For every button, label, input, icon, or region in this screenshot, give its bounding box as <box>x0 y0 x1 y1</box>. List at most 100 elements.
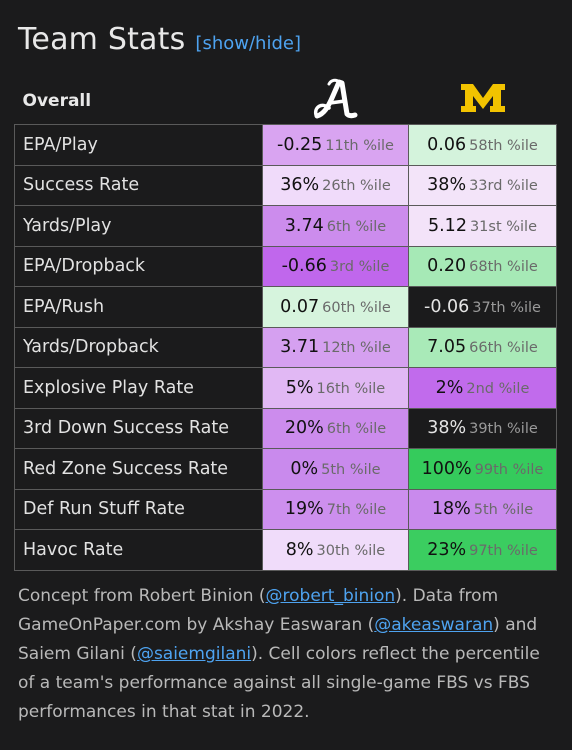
stat-cell-michigan: 38% 33rd %ile <box>408 164 557 206</box>
stat-cell-michigan: 0.20 68th %ile <box>408 245 557 287</box>
robert-binion-link[interactable]: @robert_binion <box>265 586 396 606</box>
stat-percentile: 66th %ile <box>469 340 538 357</box>
stat-percentile: 37th %ile <box>472 299 541 316</box>
stat-row: Yards/Play 3.74 6th %ile 5.12 31st %ile <box>14 205 557 246</box>
section-label: Overall <box>22 90 92 111</box>
stat-cell-michigan: 5.12 31st %ile <box>408 205 557 246</box>
stat-cell-michigan: 38% 39th %ile <box>408 407 557 449</box>
table-header-row: Overall <box>15 77 557 125</box>
stat-label: Def Run Stuff Rate <box>14 488 263 530</box>
stat-value: -0.25 <box>277 134 323 155</box>
stat-cell-alabama: 36% 26th %ile <box>262 164 409 206</box>
stat-percentile: 2nd %ile <box>466 380 530 397</box>
stat-label: Yards/Dropback <box>14 326 263 368</box>
footer-text-2: ). Data from GameOnPaper.com by Akshay E… <box>18 586 499 635</box>
stat-row: Havoc Rate 8% 30th %ile 23% 97th %ile <box>14 529 557 571</box>
stat-percentile: 16th %ile <box>316 380 386 397</box>
team-logo-alabama <box>263 77 409 125</box>
stat-value: 7.05 <box>427 337 467 358</box>
stat-percentile: 68th %ile <box>469 259 538 276</box>
stat-value: 5.12 <box>427 215 467 236</box>
stat-value: 38% <box>427 418 467 439</box>
stat-label: 3rd Down Success Rate <box>14 407 263 449</box>
stat-cell-alabama: -0.25 11th %ile <box>262 124 409 165</box>
show-hide-toggle[interactable]: [show/hide] <box>195 33 301 54</box>
stat-value: 8% <box>285 539 314 560</box>
stat-label: EPA/Rush <box>14 286 263 327</box>
stat-percentile: 5th %ile <box>321 461 381 478</box>
stat-label: EPA/Play <box>14 124 263 165</box>
stat-percentile: 31st %ile <box>469 218 538 235</box>
footer-text-3: ) and Saiem Gilani ( <box>18 615 538 664</box>
stat-percentile: 39th %ile <box>469 421 538 438</box>
stat-cell-alabama: 3.71 12th %ile <box>262 326 409 368</box>
akeaswaran-link[interactable]: @akeaswaran <box>374 615 494 635</box>
stat-percentile: 3rd %ile <box>329 259 390 276</box>
stat-percentile: 6th %ile <box>326 421 387 438</box>
stat-value: 20% <box>284 418 324 439</box>
stat-cell-alabama: 3.74 6th %ile <box>262 205 409 246</box>
stat-percentile: 11th %ile <box>325 137 394 154</box>
stat-row: Red Zone Success Rate 0% 5th %ile 100% 99th … <box>14 448 557 489</box>
stat-value: 19% <box>284 499 324 520</box>
stat-cell-alabama: 5% 16th %ile <box>262 367 409 408</box>
stat-value: 38% <box>427 175 467 196</box>
stat-percentile: 12th %ile <box>322 340 391 357</box>
saiemgilani-link[interactable]: @saiemgilani <box>136 644 252 664</box>
team-logo-michigan <box>409 77 557 125</box>
stat-value: -0.06 <box>424 296 470 317</box>
stat-percentile: 33rd %ile <box>469 178 538 195</box>
stat-percentile: 7th %ile <box>326 502 387 519</box>
stat-row: Yards/Dropback 3.71 12th %ile 7.05 66th %ile <box>14 326 557 368</box>
stat-cell-michigan: -0.06 37th %ile <box>408 286 557 327</box>
stat-cell-michigan: 23% 97th %ile <box>408 529 557 571</box>
stat-cell-michigan: 18% 5th %ile <box>408 488 557 530</box>
stat-cell-alabama: 8% 30th %ile <box>262 529 409 571</box>
stat-cell-alabama: 0% 5th %ile <box>262 448 409 489</box>
stat-value: 3.74 <box>284 215 324 236</box>
stat-row: Success Rate 36% 26th %ile 38% 33rd %ile <box>14 164 557 206</box>
stat-cell-alabama: 20% 6th %ile <box>262 407 409 449</box>
stat-label: EPA/Dropback <box>14 245 263 287</box>
stat-percentile: 60th %ile <box>322 299 391 316</box>
stat-value: -0.66 <box>281 256 327 277</box>
stat-row: 3rd Down Success Rate 20% 6th %ile 38% 39th … <box>14 407 557 449</box>
stat-cell-alabama: 0.07 60th %ile <box>262 286 409 327</box>
stat-value: 5% <box>285 377 314 398</box>
stat-row: Def Run Stuff Rate 19% 7th %ile 18% 5th %ile <box>14 488 557 530</box>
footer-text-4: ). Cell colors reflect the percentile of… <box>18 644 540 722</box>
stat-value: 36% <box>280 175 320 196</box>
stat-cell-michigan: 2% 2nd %ile <box>408 367 557 408</box>
michigan-block-m-icon <box>460 84 505 112</box>
page-title: Team Stats <box>18 22 186 57</box>
stat-value: 0.06 <box>427 134 467 155</box>
stat-label: Success Rate <box>14 164 263 206</box>
stat-row: Explosive Play Rate 5% 16th %ile 2% 2nd %ile <box>14 367 557 408</box>
stat-label: Red Zone Success Rate <box>14 448 263 489</box>
stat-cell-michigan: 7.05 66th %ile <box>408 326 557 368</box>
stat-label: Explosive Play Rate <box>14 367 263 408</box>
stat-percentile: 58th %ile <box>469 137 538 154</box>
stat-value: 0.07 <box>280 296 320 317</box>
footer-text-1: Concept from Robert Binion ( <box>18 586 266 606</box>
stat-value: 23% <box>427 539 467 560</box>
stat-cell-alabama: -0.66 3rd %ile <box>262 245 409 287</box>
stat-value: 18% <box>431 499 471 520</box>
stat-row: EPA/Dropback -0.66 3rd %ile 0.20 68th %ile <box>14 245 557 287</box>
alabama-script-a-icon <box>313 78 357 119</box>
title-row: Team Stats [show/hide] <box>18 22 301 62</box>
stat-cell-alabama: 19% 7th %ile <box>262 488 409 530</box>
footer-note: Concept from Robert Binion (@robert_bini… <box>18 582 558 727</box>
stat-value: 0% <box>290 458 319 479</box>
stat-percentile: 30th %ile <box>316 542 386 559</box>
stat-percentile: 99th %ile <box>474 461 544 478</box>
stat-value: 100% <box>421 458 472 479</box>
stat-cell-michigan: 0.06 58th %ile <box>408 124 557 165</box>
stat-percentile: 5th %ile <box>473 502 534 519</box>
stat-value: 0.20 <box>427 256 467 277</box>
team-stats-table: Overall EPA/Play -0.25 11th %ile 0.06 58th %… <box>14 77 557 571</box>
stat-value: 2% <box>435 377 464 398</box>
stat-percentile: 97th %ile <box>469 542 538 559</box>
stat-row: EPA/Rush 0.07 60th %ile -0.06 37th %ile <box>14 286 557 327</box>
stat-row: EPA/Play -0.25 11th %ile 0.06 58th %ile <box>14 124 557 165</box>
